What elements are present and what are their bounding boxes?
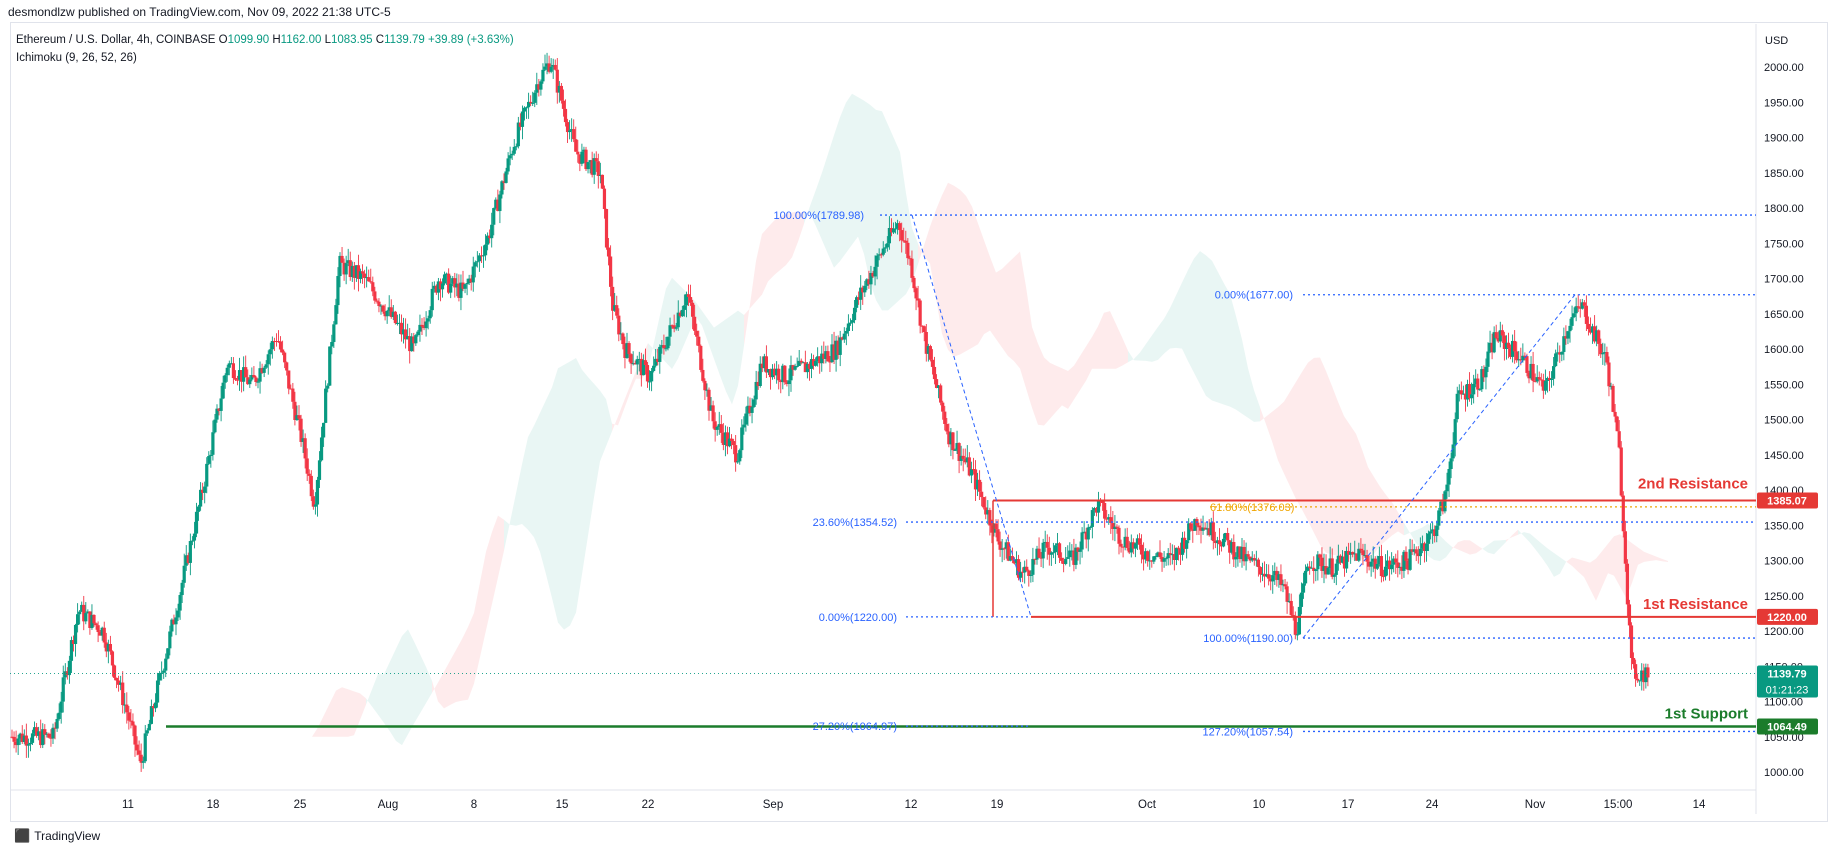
low-value: 1083.95 xyxy=(331,34,373,46)
chart-frame[interactable] xyxy=(10,22,1828,822)
tradingview-logo-icon: ⬛ xyxy=(14,828,30,843)
open-label: O xyxy=(218,34,228,46)
open-value: 1099.90 xyxy=(227,34,270,46)
high-label: H xyxy=(272,34,281,46)
close-label: C xyxy=(375,34,385,46)
symbol-legend: Ethereum / U.S. Dollar, 4h, COINBASE O10… xyxy=(16,34,514,46)
published-header: desmondlzw published on TradingView.com,… xyxy=(8,5,391,19)
indicator-legend: Ichimoku (9, 26, 52, 26) xyxy=(16,52,137,64)
change-value: +39.89 (+3.63%) xyxy=(428,34,514,46)
symbol-name: Ethereum / U.S. Dollar, 4h, COINBASE xyxy=(16,34,216,46)
low-label: L xyxy=(324,34,331,46)
close-value: 1139.79 xyxy=(384,34,425,46)
high-value: 1162.00 xyxy=(280,34,322,46)
footer-brand[interactable]: ⬛ TradingView xyxy=(14,828,100,844)
footer-brand-text: TradingView xyxy=(34,829,101,843)
